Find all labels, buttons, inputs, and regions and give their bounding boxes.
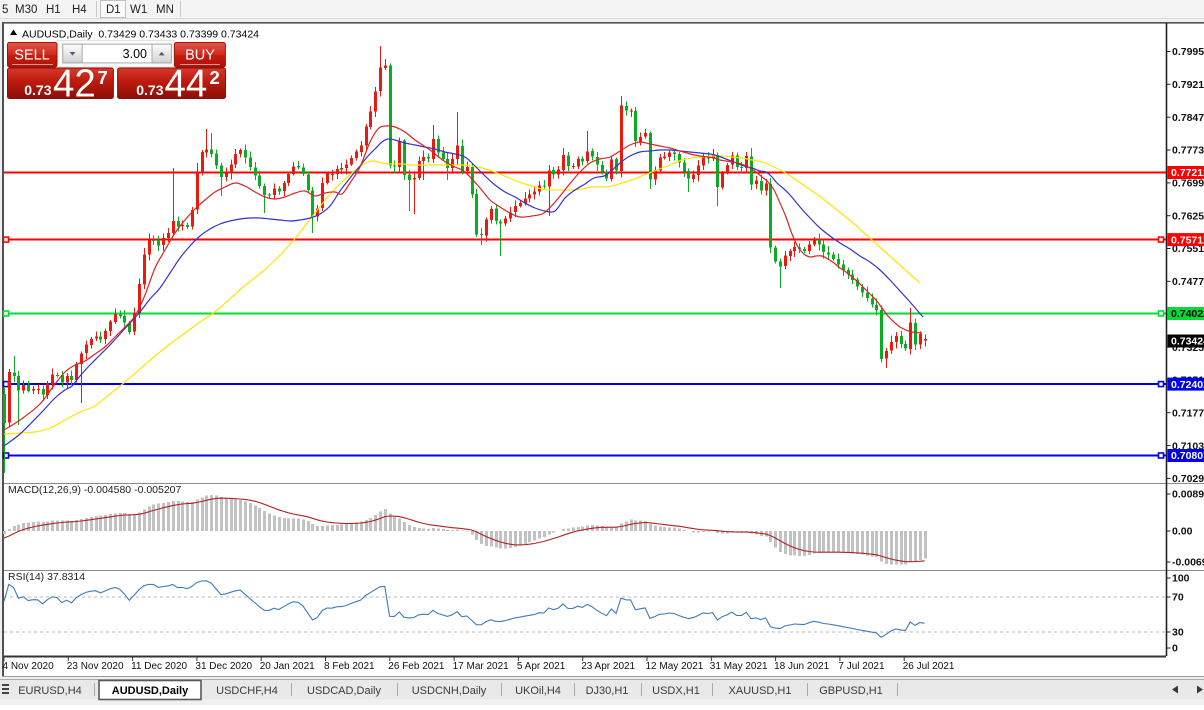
svg-text:100: 100 <box>1172 573 1190 585</box>
svg-text:SELL: SELL <box>14 48 49 64</box>
svg-text:17 Mar 2021: 17 Mar 2021 <box>453 661 510 672</box>
svg-text:0.72402: 0.72402 <box>1171 379 1204 391</box>
svg-text:70: 70 <box>1172 592 1184 604</box>
svg-text:42: 42 <box>53 63 96 106</box>
svg-text:23 Nov 2020: 23 Nov 2020 <box>67 661 124 672</box>
svg-text:BUY: BUY <box>185 48 215 64</box>
svg-text:8 Feb 2021: 8 Feb 2021 <box>324 661 375 672</box>
svg-text:D1: D1 <box>106 4 121 16</box>
svg-text:3.00: 3.00 <box>123 47 147 61</box>
svg-text:0.74022: 0.74022 <box>1171 308 1204 320</box>
svg-text:W1: W1 <box>130 4 147 16</box>
svg-text:EURUSD,H4: EURUSD,H4 <box>18 685 82 697</box>
svg-text:0.73424: 0.73424 <box>1171 336 1204 348</box>
svg-text:AUDUSD,Daily: AUDUSD,Daily <box>112 685 189 697</box>
svg-text:0.77212: 0.77212 <box>1171 167 1204 179</box>
svg-text:5 Apr 2021: 5 Apr 2021 <box>517 661 566 672</box>
svg-text:11 Dec 2020: 11 Dec 2020 <box>131 661 187 672</box>
svg-text:USDX,H1: USDX,H1 <box>652 685 700 697</box>
svg-text:AUDUSD,Daily 0.73429 0.73433: AUDUSD,Daily 0.73429 0.73433 0.73399 0.7… <box>22 29 259 41</box>
svg-text:2: 2 <box>210 67 220 88</box>
svg-text:20 Jan 2021: 20 Jan 2021 <box>260 661 315 672</box>
svg-text:GBPUSD,H1: GBPUSD,H1 <box>819 685 883 697</box>
svg-text:7 Jul 2021: 7 Jul 2021 <box>838 661 885 672</box>
svg-text:0.70807: 0.70807 <box>1171 450 1204 462</box>
svg-text:0.75712: 0.75712 <box>1171 234 1204 246</box>
svg-text:44: 44 <box>165 63 208 106</box>
svg-text:USDCNH,Daily: USDCNH,Daily <box>412 685 487 697</box>
svg-text:USDCHF,H4: USDCHF,H4 <box>216 685 278 697</box>
svg-text:XAUUSD,H1: XAUUSD,H1 <box>729 685 792 697</box>
svg-text:DJ30,H1: DJ30,H1 <box>586 685 629 697</box>
svg-text:UKOil,H4: UKOil,H4 <box>515 685 561 697</box>
svg-text:MN: MN <box>156 4 174 16</box>
svg-text:0: 0 <box>1172 643 1178 655</box>
svg-text:H1: H1 <box>46 4 61 16</box>
svg-text:RSI(14) 37.8314: RSI(14) 37.8314 <box>8 571 85 583</box>
svg-text:MACD(12,26,9) -0.004580 -0.005: MACD(12,26,9) -0.004580 -0.005207 <box>8 484 182 496</box>
svg-text:26 Jul 2021: 26 Jul 2021 <box>903 661 955 672</box>
svg-text:31 May 2021: 31 May 2021 <box>710 661 768 672</box>
svg-text:5: 5 <box>2 4 8 16</box>
svg-text:USDCAD,Daily: USDCAD,Daily <box>307 685 381 697</box>
svg-text:12 May 2021: 12 May 2021 <box>646 661 704 672</box>
svg-text:30: 30 <box>1172 627 1184 639</box>
svg-text:4 Nov 2020: 4 Nov 2020 <box>3 661 55 672</box>
svg-text:23 Apr 2021: 23 Apr 2021 <box>581 661 635 672</box>
svg-text:0.00: 0.00 <box>1172 526 1193 538</box>
svg-text:0.73: 0.73 <box>136 82 163 98</box>
svg-text:H4: H4 <box>72 4 87 16</box>
svg-text:31 Dec 2020: 31 Dec 2020 <box>195 661 252 672</box>
svg-text:-0.00697: -0.00697 <box>1172 557 1204 569</box>
svg-text:26 Feb 2021: 26 Feb 2021 <box>388 661 445 672</box>
svg-text:M30: M30 <box>15 4 37 16</box>
svg-text:0.73: 0.73 <box>24 82 51 98</box>
svg-text:7: 7 <box>98 67 108 88</box>
svg-text:18 Jun 2021: 18 Jun 2021 <box>774 661 829 672</box>
